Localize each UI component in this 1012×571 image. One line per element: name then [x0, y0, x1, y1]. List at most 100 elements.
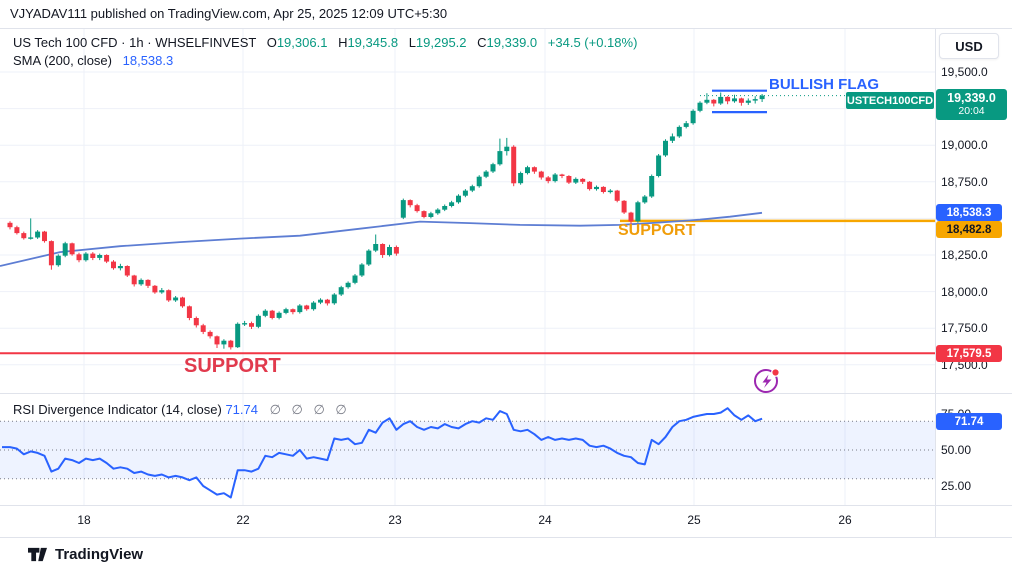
candle-body — [697, 102, 703, 111]
notification-dot — [772, 369, 779, 376]
time-axis-border — [0, 505, 1012, 506]
candle-body — [207, 331, 213, 337]
sma-label: SMA (200, close) — [13, 53, 112, 68]
currency-label: USD — [955, 38, 983, 54]
lightning-icon[interactable] — [751, 365, 783, 397]
candle-body — [159, 290, 165, 293]
support-red-badge: 17,579.5 — [936, 345, 1002, 362]
candle-body — [242, 323, 248, 325]
candle-body — [311, 302, 317, 310]
candle-body — [76, 254, 82, 261]
candle-body — [421, 211, 427, 217]
support-orange-badge: 18,482.8 — [936, 221, 1002, 238]
sma-line[interactable] — [0, 211, 763, 267]
candle-body — [297, 305, 303, 313]
candle-body — [28, 237, 34, 239]
rsi-line[interactable] — [2, 407, 763, 499]
candle-body — [531, 167, 537, 172]
candle-body — [725, 96, 731, 102]
candle-body — [90, 253, 96, 258]
candle-body — [193, 318, 199, 326]
candle-body — [607, 190, 613, 193]
candle-body — [166, 290, 172, 301]
candle-body — [14, 227, 20, 234]
publish-header-text: VJYADAV111 published on TradingView.com,… — [10, 6, 448, 21]
candle-body — [48, 241, 54, 266]
currency-button[interactable]: USD — [939, 33, 999, 59]
candle-body — [552, 174, 558, 182]
candle-body — [621, 200, 627, 213]
legend-separator: · — [121, 35, 126, 50]
candle-body — [255, 315, 261, 327]
candle-body — [83, 253, 89, 261]
tradingview-logo-icon[interactable] — [27, 545, 48, 564]
candle-body — [752, 99, 758, 101]
candle-body — [738, 98, 744, 103]
candle-body — [221, 340, 227, 345]
candle-body — [497, 151, 503, 165]
price-tick-label: 17,750.0 — [941, 321, 988, 335]
candle-body — [235, 323, 241, 348]
candle-body — [186, 306, 192, 318]
time-axis-label: 26 — [838, 513, 852, 527]
candle-body — [504, 146, 510, 152]
candle-body — [649, 176, 655, 197]
candle-body — [276, 312, 282, 318]
support-label-lower[interactable]: SUPPORT — [184, 355, 281, 377]
candle-body — [145, 279, 151, 286]
ohlc-high: H19,345.8 — [338, 35, 399, 50]
candle-body — [262, 310, 268, 316]
candle-body — [21, 233, 27, 239]
candle-body — [111, 261, 116, 269]
time-axis-label: 22 — [236, 513, 250, 527]
candle-body — [511, 146, 517, 184]
candle-body — [331, 294, 337, 304]
interval-label: 1h — [129, 35, 144, 50]
price-tick-label: 19,500.0 — [941, 65, 988, 79]
candle-body — [373, 244, 379, 251]
candle-body — [566, 176, 572, 183]
candle-body — [449, 202, 455, 206]
candle-body — [745, 100, 751, 103]
sma-value: 18,538.3 — [122, 53, 174, 68]
rsi-value-badge: 71.74 — [936, 413, 1002, 430]
support-label-upper[interactable]: SUPPORT — [618, 222, 696, 239]
candle-body — [587, 181, 593, 190]
price-axis[interactable]: 19,500.0 19,000.0 18,750.0 18,250.0 18,000.0… — [935, 0, 1012, 537]
candle-body — [711, 99, 717, 104]
candle-body — [117, 266, 123, 269]
candle-body — [538, 171, 544, 178]
rsi-legend[interactable]: RSI Divergence Indicator (14, close) 71.… — [13, 402, 347, 418]
bar-countdown: 20:04 — [958, 104, 985, 117]
time-axis[interactable]: 18 22 23 24 25 26 — [0, 505, 935, 537]
candle-body — [249, 323, 254, 327]
chart-top-border — [0, 28, 1012, 29]
candle-body — [380, 244, 386, 255]
candle-body — [324, 299, 330, 304]
time-axis-label: 25 — [687, 513, 701, 527]
candle-body — [656, 155, 662, 176]
candle-body — [7, 222, 13, 228]
chart-legend[interactable]: US Tech 100 CFD · 1h · WHSELFINVEST O19,… — [13, 35, 637, 71]
rsi-band — [0, 421, 935, 479]
candle-body — [359, 264, 365, 276]
tradingview-brand-link[interactable]: TradingView — [55, 546, 144, 563]
candle-body — [269, 310, 275, 318]
candle-body — [462, 190, 468, 196]
candle-body — [456, 195, 461, 203]
symbol-legend-row: US Tech 100 CFD · 1h · WHSELFINVEST O19,… — [13, 35, 637, 51]
last-price-value: 19,339.0 — [947, 90, 996, 105]
candle-body — [663, 140, 668, 156]
pane-separator[interactable] — [0, 393, 1012, 394]
last-price-badge: 19,339.0 20:04 — [936, 89, 1007, 120]
bullish-flag-label[interactable]: BULLISH FLAG — [769, 76, 879, 93]
candle-body — [97, 255, 103, 258]
broker-label: WHSELFINVEST — [155, 35, 257, 50]
candle-body — [304, 305, 310, 310]
ohlc-low: L19,295.2 — [408, 35, 467, 50]
candle-body — [442, 206, 448, 210]
time-axis-label: 24 — [538, 513, 552, 527]
candle-body — [407, 200, 413, 206]
candle-body — [490, 164, 496, 172]
